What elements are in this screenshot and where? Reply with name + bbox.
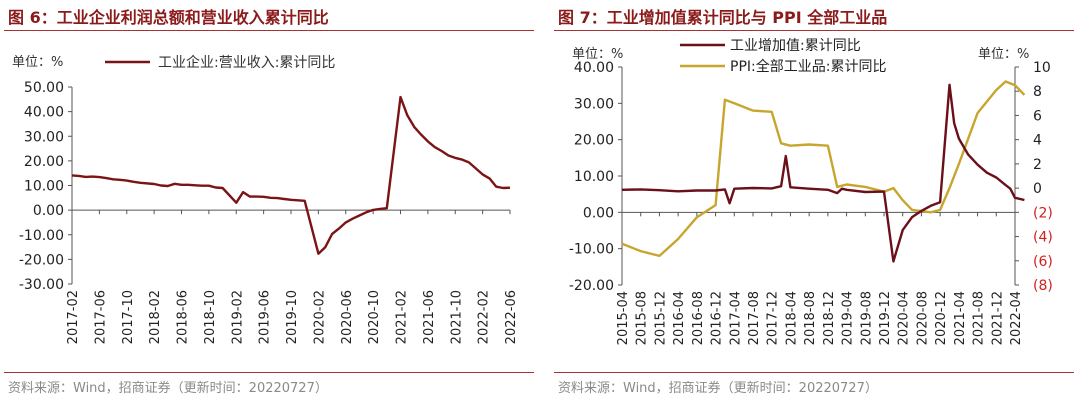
figure-7-title-rule: [554, 30, 1074, 31]
x-tick-label: 2018-08: [803, 291, 818, 345]
series-line-revenue: [71, 95, 511, 255]
y-tick-label: 10.00: [24, 179, 64, 195]
x-tick-label: 2015-08: [635, 291, 650, 345]
x-tick-label: 2017-12: [766, 291, 781, 345]
y-right-tick-label: (8): [1033, 278, 1053, 294]
x-tick-label: 2018-06: [176, 290, 191, 344]
y-tick-label: -10.00: [19, 228, 64, 244]
y-tick-label: 40.00: [24, 105, 64, 121]
x-tick-label: 2020-12: [934, 291, 949, 345]
x-tick-label: 2019-10: [285, 290, 300, 344]
x-tick-label: 2020-04: [897, 291, 912, 345]
figure-6-title-rule: [4, 30, 534, 31]
y-left-tick-label: 40.00: [574, 60, 614, 76]
unit-label: 单位：%: [12, 55, 63, 70]
x-tick-label: 2020-08: [915, 291, 930, 345]
x-tick-label: 2018-04: [784, 291, 799, 345]
figure-7-panel: 图 7：工业增加值累计同比与 PPI 全部工业品 单位：% 单位：% 工业增加值:累…: [550, 0, 1080, 403]
x-tick-label: 2021-02: [395, 290, 410, 344]
figure-7-title: 图 7：工业增加值累计同比与 PPI 全部工业品: [558, 8, 888, 27]
y-left-tick-label: 30.00: [574, 96, 614, 112]
x-tick-label: 2021-04: [953, 291, 968, 345]
figure-6-source: 资料来源：Wind，招商证券（更新时间：20220727）: [8, 381, 328, 396]
y-tick-label: -20.00: [19, 252, 64, 268]
y-tick-label: -30.00: [19, 277, 64, 293]
y-left-tick-label: -10.00: [569, 242, 614, 258]
legend-label-ppi: PPI:全部工业品:累计同比: [730, 58, 886, 75]
y-right-tick-label: (6): [1033, 254, 1053, 270]
x-tick-label: 2018-12: [822, 291, 837, 345]
x-tick-label: 2018-02: [148, 290, 163, 344]
y-tick-label: 50.00: [24, 80, 64, 96]
legend-label-industrial-output: 工业增加值:累计同比: [730, 38, 861, 54]
x-tick-label: 2021-06: [422, 290, 437, 344]
x-tick-label: 2015-04: [616, 291, 631, 345]
y-tick-label: 0.00: [33, 203, 64, 219]
x-tick-label: 2019-04: [841, 291, 856, 345]
x-tick-label: 2020-06: [340, 290, 355, 344]
y-right-tick-label: 4: [1033, 133, 1042, 149]
y-right-tick-label: 8: [1033, 84, 1042, 100]
x-tick-label: 2016-12: [710, 291, 725, 345]
legend-label-revenue: 工业企业:营业收入:累计同比: [158, 54, 335, 71]
x-tick-label: 2017-04: [728, 291, 743, 345]
x-tick-label: 2021-08: [972, 291, 987, 345]
x-tick-label: 2017-08: [747, 291, 762, 345]
y-tick-label: 20.00: [24, 154, 64, 170]
x-tick-label: 2019-08: [859, 291, 874, 345]
figure-6-panel: 图 6：工业企业利润总额和营业收入累计同比 单位：% 工业企业:营业收入:累计同比…: [4, 8, 534, 396]
x-tick-label: 2022-04: [1009, 291, 1024, 345]
y-right-tick-label: (2): [1033, 205, 1053, 221]
x-tick-label: 2015-12: [653, 291, 668, 345]
figure-7-source: 资料来源：Wind，招商证券（更新时间：20220727）: [558, 381, 878, 396]
figure-7-chart: 单位：% 单位：%工业增加值:累计同比PPI:全部工业品:累计同比40.0030.…: [569, 38, 1053, 345]
y-left-tick-label: 10.00: [574, 169, 614, 185]
x-tick-label: 2021-12: [990, 291, 1005, 345]
y-left-tick-label: 0.00: [583, 205, 614, 221]
unit-label-left: 单位：%: [572, 47, 623, 62]
y-right-tick-label: 6: [1033, 108, 1042, 124]
x-tick-label: 2017-02: [66, 290, 81, 344]
figure-6-chart: 单位：% 工业企业:营业收入:累计同比 50.00 40.00 30.00 20.00 10…: [12, 54, 519, 344]
y-right-tick-label: 10: [1033, 60, 1051, 76]
x-tick-label: 2019-12: [878, 291, 893, 345]
x-tick-label: 2021-10: [449, 290, 464, 344]
x-tick-label: 2016-04: [672, 291, 687, 345]
figure-7-bottom-rule: [554, 372, 1074, 373]
y-left-tick-label: -20.00: [569, 278, 614, 294]
y-right-tick-label: (4): [1033, 230, 1053, 246]
x-tick-label: 2017-10: [121, 290, 136, 344]
x-tick-label: 2022-02: [477, 290, 492, 344]
figure-6-title: 图 6：工业企业利润总额和营业收入累计同比: [8, 8, 329, 27]
y-right-tick-label: 0: [1033, 181, 1042, 197]
y-left-tick-label: 20.00: [574, 133, 614, 149]
y-tick-label: 30.00: [24, 129, 64, 145]
x-tick-label: 2017-06: [93, 290, 108, 344]
series-line-industrial-output: [621, 83, 1025, 263]
y-right-tick-label: 2: [1033, 157, 1042, 173]
x-tick-label: 2019-02: [230, 290, 245, 344]
figure-6-bottom-rule: [4, 372, 534, 373]
x-tick-label: 2020-10: [367, 290, 382, 344]
x-tick-label: 2022-06: [504, 290, 519, 344]
x-tick-label: 2018-10: [203, 290, 218, 344]
unit-label-right: 单位：%: [978, 47, 1029, 62]
series-line-ppi: [621, 80, 1026, 258]
x-tick-label: 2020-02: [312, 290, 327, 344]
x-tick-label: 2019-06: [258, 290, 273, 344]
x-tick-label: 2016-08: [691, 291, 706, 345]
